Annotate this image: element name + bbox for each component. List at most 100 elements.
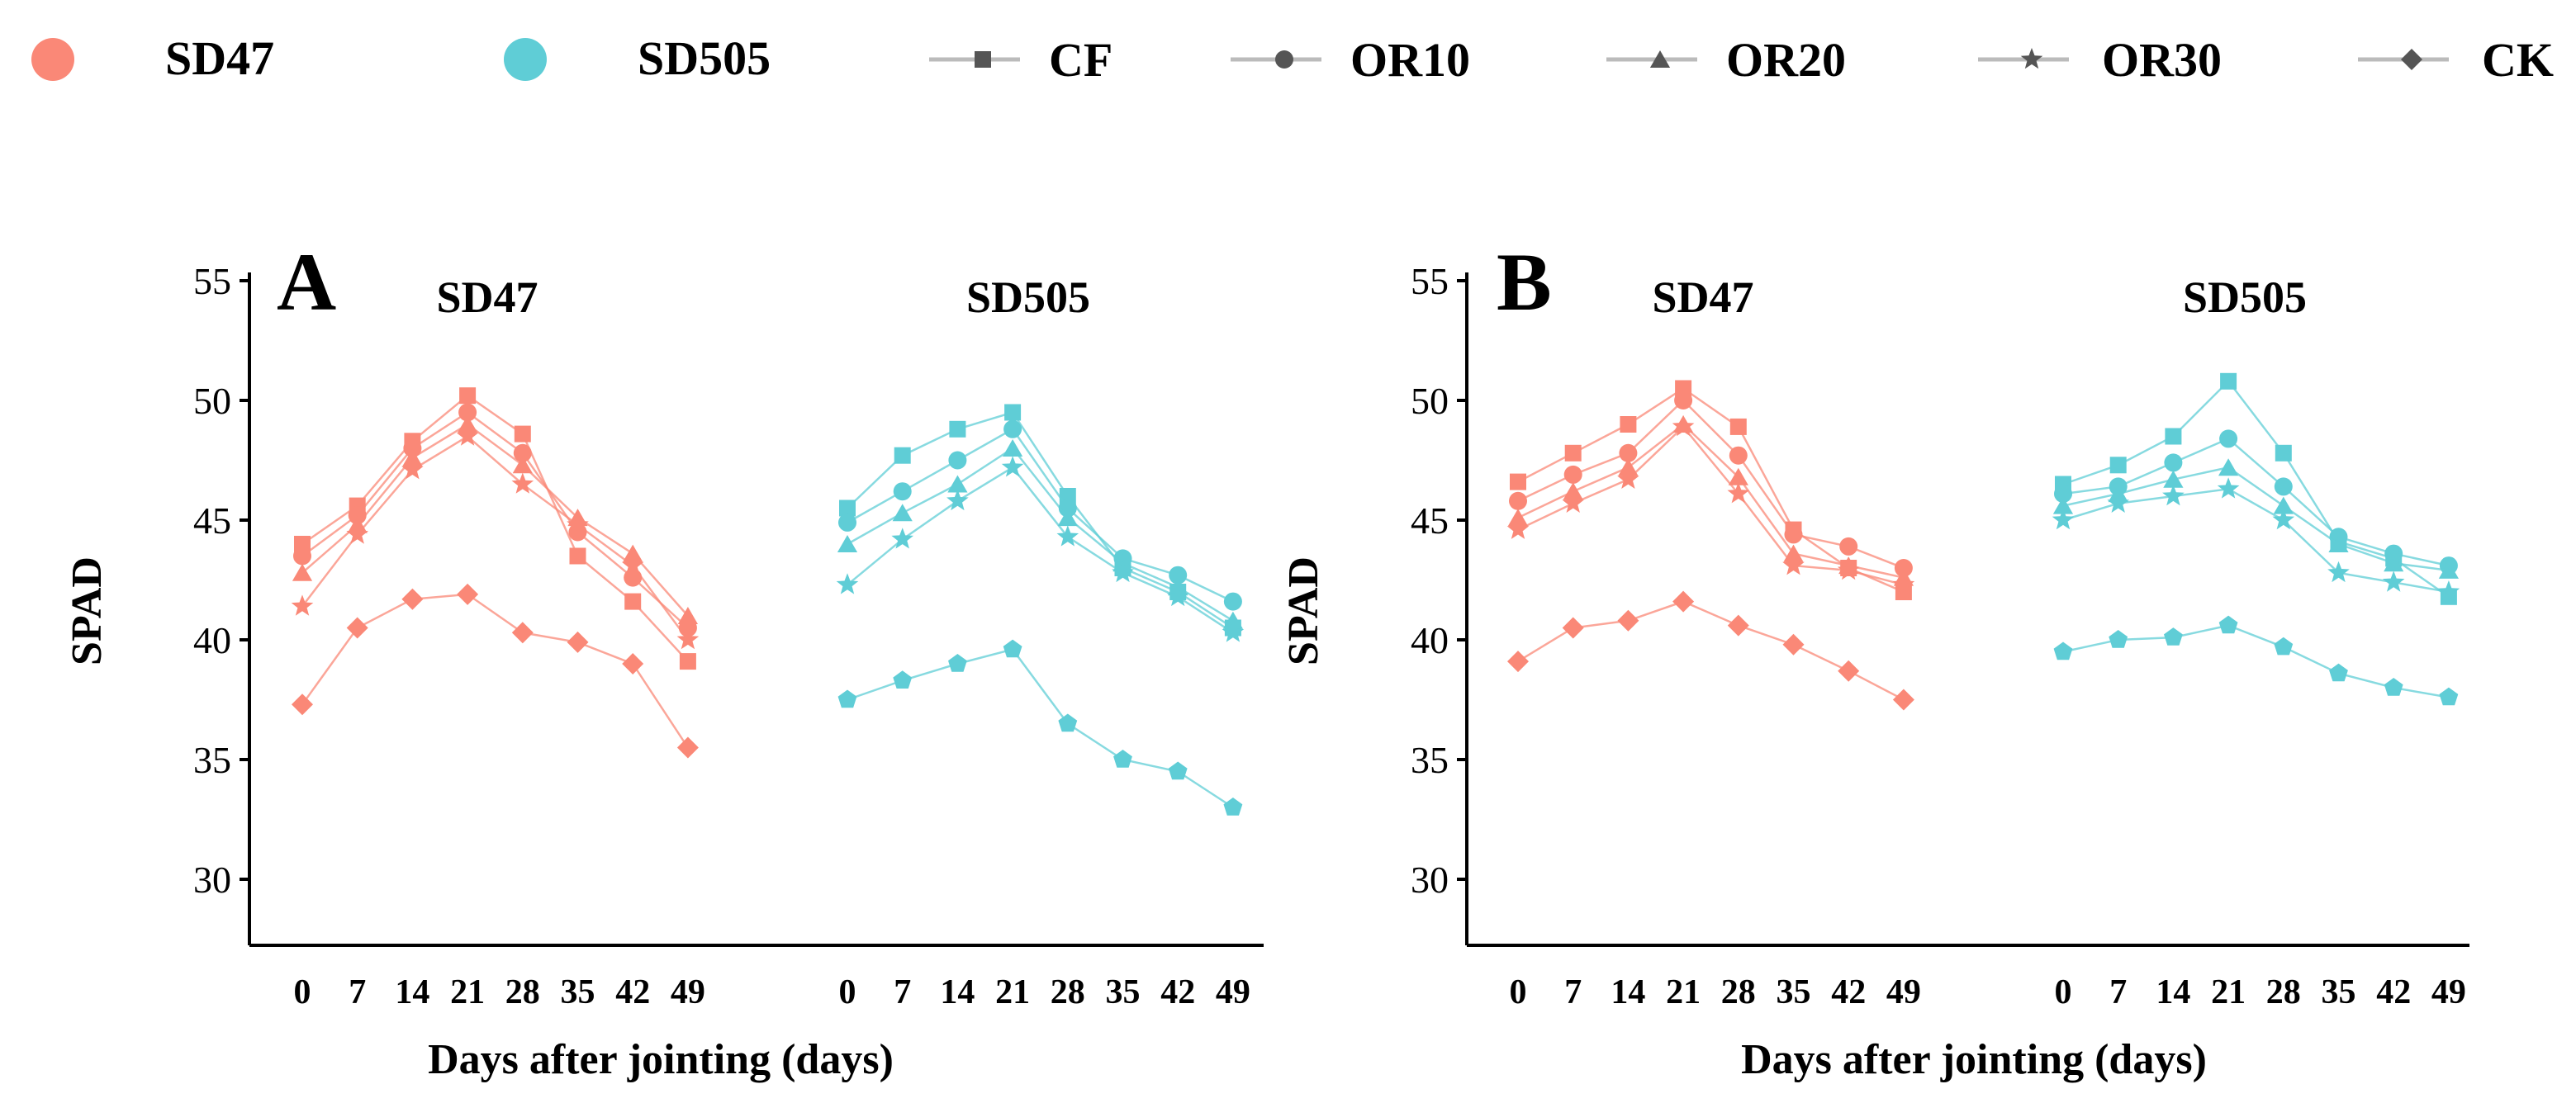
x-tick-label: 28 — [2266, 973, 2301, 1011]
x-tick-label: 0 — [294, 973, 311, 1011]
x-tick-label: 21 — [995, 973, 1030, 1011]
point-sd47-or20 — [677, 607, 698, 624]
point-sd47-ck — [1838, 660, 1860, 682]
point-sd47-ck — [457, 583, 479, 605]
point-sd47-cf — [679, 653, 696, 670]
series-line-sd505-or30 — [2062, 488, 2450, 594]
point-sd505-ck — [2053, 641, 2073, 660]
point-sd47-ck — [622, 653, 644, 675]
point-sd505-or20 — [1003, 439, 1023, 457]
point-sd505-or10 — [1169, 566, 1188, 585]
point-sd47-or10 — [1784, 525, 1803, 544]
point-sd505-ck — [1113, 750, 1132, 768]
point-sd47-ck — [401, 588, 424, 610]
point-sd47-ck — [292, 694, 313, 716]
triangle-marker-icon — [1649, 50, 1671, 68]
point-sd47-or30 — [511, 472, 534, 494]
y-tick-label: 40 — [193, 619, 231, 661]
series-line-sd47-or30 — [301, 434, 689, 641]
x-tick-label: 21 — [450, 973, 485, 1011]
point-sd47-or10 — [1509, 491, 1527, 510]
legend-item-or10: OR10 — [1231, 33, 1470, 87]
point-sd505-or30 — [836, 573, 859, 594]
point-sd505-ck — [2164, 627, 2183, 646]
point-sd47-ck — [1727, 614, 1749, 637]
point-sd47-or30 — [1782, 554, 1805, 575]
point-sd47-or10 — [293, 547, 311, 566]
legend-label-cf: CF — [1049, 33, 1112, 87]
point-sd505-or30 — [1166, 585, 1189, 607]
point-sd47-or30 — [401, 458, 424, 480]
y-tick-label: 30 — [1411, 859, 1449, 901]
point-sd47-or10 — [403, 439, 422, 457]
x-tick-label: 49 — [1886, 973, 1921, 1011]
legend-item-sd47: SD47 — [31, 31, 274, 85]
y-axis-label: SPAD — [64, 556, 111, 665]
point-sd505-ck — [2274, 637, 2294, 656]
point-sd47-ck — [1672, 590, 1695, 613]
y-tick-label: 50 — [1411, 380, 1449, 422]
x-tick-label: 49 — [671, 973, 705, 1011]
x-tick-label: 35 — [2322, 973, 2356, 1011]
x-tick-label: 35 — [561, 973, 595, 1011]
square-marker-icon — [975, 51, 991, 68]
y-tick-label: 35 — [1411, 739, 1449, 781]
series-line-sd505-cf — [847, 411, 1234, 629]
point-sd505-ck — [1058, 713, 1078, 732]
point-sd505-ck — [2439, 687, 2459, 706]
x-tick-label: 7 — [349, 973, 366, 1011]
y-tick-label: 35 — [193, 739, 231, 781]
legend-swatch-sd47 — [31, 38, 74, 81]
series-line-sd47-or20 — [301, 423, 689, 617]
x-tick-label: 7 — [2109, 973, 2127, 1011]
point-sd505-or30 — [1222, 621, 1245, 642]
point-sd47-or30 — [1506, 518, 1530, 539]
point-sd505-ck — [893, 670, 913, 689]
point-sd47-or30 — [676, 628, 700, 650]
point-sd505-or10 — [2384, 544, 2403, 563]
series-line-sd47-or30 — [1517, 425, 1905, 586]
point-sd47-ck — [1617, 609, 1639, 632]
legend-marker-or10 — [1275, 50, 1293, 69]
point-sd47-ck — [1507, 651, 1529, 673]
legend-label-sd47: SD47 — [165, 31, 274, 85]
point-sd47-or10 — [1894, 559, 1913, 577]
point-sd505-ck — [2384, 678, 2403, 696]
point-sd505-or20 — [1222, 611, 1243, 629]
point-sd505-or20 — [837, 535, 858, 552]
legend-marker-cf — [975, 51, 991, 68]
point-sd505-or10 — [1003, 419, 1022, 438]
series-line-sd505-or20 — [2062, 466, 2450, 572]
x-tick-label: 14 — [940, 973, 975, 1011]
y-tick-label: 55 — [193, 260, 231, 302]
point-sd47-cf — [459, 387, 477, 405]
point-sd47-or30 — [1727, 482, 1750, 504]
x-tick-label: 14 — [2156, 973, 2190, 1011]
y-tick-label: 40 — [1411, 619, 1449, 661]
point-sd47-ck — [1562, 617, 1584, 639]
point-sd47-or20 — [458, 415, 478, 433]
panel-a: 30 35 40 45 50 55 A SPAD Days after jointing (da… — [64, 236, 1264, 1083]
panel-label: A — [277, 236, 336, 328]
point-sd47-or30 — [456, 424, 479, 446]
point-sd47-ck — [676, 736, 699, 759]
point-sd47-cf — [624, 593, 642, 610]
point-sd505-or30 — [1001, 456, 1024, 477]
series-line-sd47-or10 — [1517, 399, 1905, 570]
point-sd47-ck — [567, 631, 589, 653]
point-sd505-ck — [837, 689, 857, 708]
star-marker-icon — [2020, 48, 2043, 69]
legend-item-or30: OR30 — [1978, 33, 2222, 87]
legend-label-or30: OR30 — [2102, 33, 2222, 87]
point-sd505-cf — [2220, 372, 2237, 390]
point-sd505-cf — [2109, 457, 2127, 474]
point-sd47-or10 — [1839, 537, 1858, 556]
x-tick-label: 49 — [2431, 973, 2466, 1011]
series-line-sd505-or10 — [847, 428, 1234, 603]
legend-label-or20: OR20 — [1726, 33, 1846, 87]
point-sd47-cf — [1620, 416, 1637, 433]
legend-item-sd505: SD505 — [504, 31, 771, 85]
point-sd47-or20 — [1618, 458, 1639, 476]
point-sd47-or20 — [1507, 509, 1529, 527]
point-sd505-or30 — [891, 528, 913, 549]
